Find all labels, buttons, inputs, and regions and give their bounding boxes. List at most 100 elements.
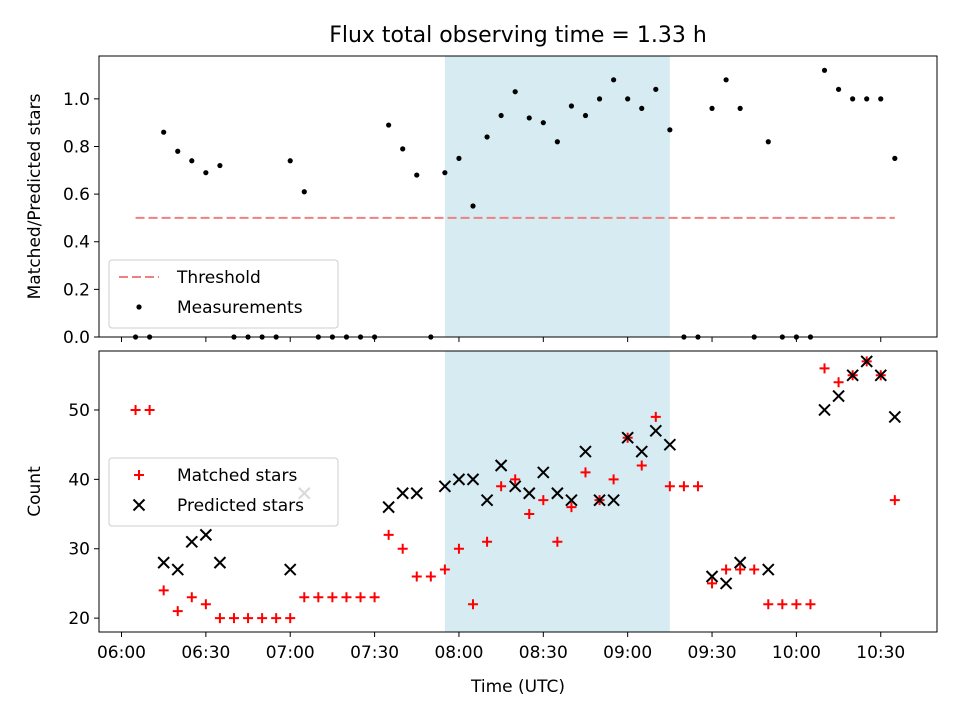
- predicted-star-point: [551, 487, 564, 500]
- matched-star-point: [327, 592, 338, 603]
- predicted-star-point: [621, 431, 634, 444]
- predicted-star-point: [157, 556, 170, 569]
- predicted-star-point: [452, 473, 466, 486]
- matched-star-point: [763, 599, 774, 610]
- matched-star-point: [214, 613, 225, 624]
- matched-star-point: [791, 599, 802, 610]
- x-tick-label: 07:30: [350, 643, 399, 663]
- measurement-point: [878, 96, 884, 102]
- bottom-panel: 20 30 40 50 06:00 06:30 07:00 07:30 08:00 08:30 09…: [25, 350, 938, 697]
- matched-star-point: [144, 404, 155, 415]
- measurement-point: [287, 158, 293, 164]
- measurement-point: [470, 203, 476, 209]
- matched-star-point: [482, 536, 493, 547]
- measurement-point: [639, 105, 645, 111]
- predicted-star-point: [213, 556, 227, 569]
- matched-star-point: [285, 613, 296, 624]
- measurement-point: [611, 77, 617, 83]
- x-tick-label: 06:30: [181, 643, 230, 663]
- matched-star-point: [341, 592, 352, 603]
- matched-star-point: [664, 481, 675, 492]
- figure-title: Flux total observing time = 1.33 h: [329, 23, 707, 48]
- y-tick-label: 1.0: [63, 90, 90, 110]
- legend-label: Matched stars: [177, 466, 297, 486]
- measurement-point: [554, 139, 560, 145]
- matched-star-point: [777, 599, 788, 610]
- predicted-star-point: [635, 445, 648, 458]
- predicted-star-point: [523, 487, 536, 500]
- matched-star-point: [397, 543, 408, 554]
- y-tick-label: 0.6: [63, 185, 90, 205]
- measurement-point: [456, 155, 462, 161]
- y-tick-label: 50: [68, 401, 90, 421]
- matched-star-point: [228, 613, 239, 624]
- predicted-star-point: [733, 556, 747, 569]
- predicted-star-point: [565, 493, 578, 507]
- matched-star-point: [496, 481, 507, 492]
- measurement-point: [203, 170, 209, 176]
- y-axis-label: Count: [25, 466, 45, 517]
- legend-label: Predicted stars: [177, 496, 304, 516]
- x-tick-label: 08:00: [434, 643, 483, 663]
- legend-predicted-swatch: [132, 498, 146, 512]
- predicted-star-point: [199, 528, 213, 542]
- predicted-star-point: [537, 466, 550, 479]
- y-tick-label: 0.2: [63, 280, 90, 300]
- measurement-point: [301, 189, 307, 195]
- matched-star-point: [313, 592, 324, 603]
- matched-star-point: [608, 474, 619, 485]
- matched-star-point: [383, 529, 394, 540]
- measurement-point: [625, 96, 631, 102]
- matched-star-point: [425, 571, 436, 582]
- matched-star-point: [158, 585, 169, 596]
- x-tick-label: 10:30: [856, 643, 905, 663]
- axes-frame: [98, 55, 938, 338]
- matched-star-point: [721, 564, 732, 575]
- measurement-point: [512, 89, 518, 95]
- predicted-star-point: [382, 500, 395, 514]
- shaded-interval: [444, 351, 670, 632]
- matched-star-point: [580, 467, 591, 478]
- measurement-point: [386, 122, 392, 128]
- x-tick-label: 06:00: [97, 643, 146, 663]
- predicted-star-point: [410, 487, 423, 500]
- matched-star-point: [650, 411, 661, 422]
- x-tick-label: 09:30: [688, 643, 737, 663]
- predicted-star-point: [719, 577, 733, 590]
- matched-star-point: [299, 592, 310, 603]
- measurement-point: [835, 86, 842, 92]
- legend-label: Threshold: [176, 268, 261, 288]
- legend-box: [108, 259, 339, 329]
- matched-star-point: [510, 474, 521, 485]
- matched-star-point: [130, 404, 141, 415]
- predicted-star-point: [860, 355, 873, 368]
- legend: Matched stars Predicted stars: [108, 457, 339, 527]
- measurement-point: [667, 127, 673, 133]
- measurement-point: [414, 172, 420, 178]
- matched-star-point: [186, 592, 197, 603]
- matched-star-point: [566, 502, 577, 513]
- matched-star-point: [749, 564, 760, 575]
- measurement-point: [526, 115, 532, 121]
- measurement-point: [540, 120, 546, 126]
- measurement-point: [161, 129, 167, 135]
- predicted-star-point: [508, 480, 522, 493]
- matched-star-point: [805, 599, 816, 610]
- predicted-star-point: [874, 369, 887, 382]
- measurement-point: [821, 67, 828, 73]
- measurement-point: [175, 148, 181, 154]
- x-tick-label: 09:00: [603, 643, 652, 663]
- predicted-star-point: [705, 570, 719, 583]
- measurement-point: [723, 77, 729, 83]
- shaded-interval: [444, 56, 670, 337]
- predicted-star-point: [818, 403, 831, 417]
- measurement-point: [737, 105, 743, 111]
- y-tick-label: 0.8: [63, 137, 90, 157]
- y-tick-label: 40: [68, 470, 90, 490]
- matched-star-point: [453, 543, 464, 554]
- predicted-star-point: [762, 563, 775, 576]
- x-axis-label: Time (UTC): [470, 677, 565, 697]
- top-panel: 0.0 0.2 0.4 0.6 0.8 1.0 Matched/Predicted star…: [25, 55, 938, 348]
- measurement-point: [498, 112, 504, 119]
